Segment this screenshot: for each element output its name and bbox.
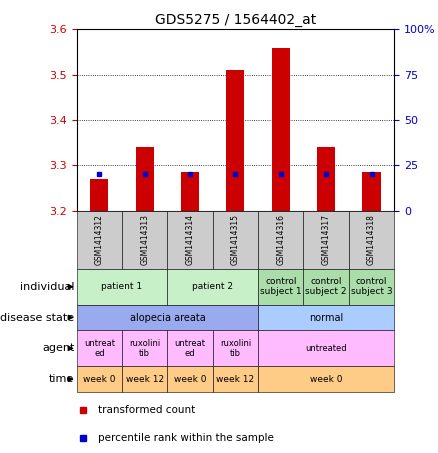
Text: GSM1414316: GSM1414316	[276, 214, 285, 265]
Text: untreat
ed: untreat ed	[84, 339, 115, 358]
Text: patient 1: patient 1	[102, 282, 143, 291]
Text: untreated: untreated	[305, 344, 347, 353]
Bar	[349, 211, 394, 269]
Bar	[258, 366, 394, 392]
Text: ruxolini
tib: ruxolini tib	[220, 339, 251, 358]
Text: GSM1414314: GSM1414314	[186, 214, 194, 265]
Text: individual: individual	[20, 282, 74, 292]
Text: transformed count: transformed count	[98, 405, 195, 415]
Text: control
subject 1: control subject 1	[260, 277, 302, 296]
Bar	[258, 211, 304, 269]
Bar	[258, 269, 304, 305]
Text: alopecia areata: alopecia areata	[130, 313, 205, 323]
Bar	[258, 305, 394, 330]
Bar	[167, 366, 213, 392]
Text: GSM1414317: GSM1414317	[321, 214, 331, 265]
Text: untreat
ed: untreat ed	[175, 339, 205, 358]
Bar	[167, 211, 213, 269]
Text: GSM1414312: GSM1414312	[95, 214, 104, 265]
Bar	[122, 211, 167, 269]
Bar	[258, 330, 394, 366]
Text: control
subject 2: control subject 2	[305, 277, 347, 296]
Bar	[272, 48, 290, 211]
Text: GSM1414313: GSM1414313	[140, 214, 149, 265]
Bar	[304, 269, 349, 305]
Bar	[362, 172, 381, 211]
Text: patient 2: patient 2	[192, 282, 233, 291]
Text: week 12: week 12	[126, 375, 164, 384]
Title: GDS5275 / 1564402_at: GDS5275 / 1564402_at	[155, 13, 316, 27]
Bar	[213, 330, 258, 366]
Text: week 0: week 0	[174, 375, 206, 384]
Bar	[213, 211, 258, 269]
Bar	[181, 172, 199, 211]
Text: GSM1414315: GSM1414315	[231, 214, 240, 265]
Text: control
subject 3: control subject 3	[351, 277, 392, 296]
Text: week 0: week 0	[83, 375, 116, 384]
Text: disease state: disease state	[0, 313, 74, 323]
Bar	[349, 269, 394, 305]
Bar	[136, 147, 154, 211]
Text: time: time	[49, 374, 74, 384]
Bar	[77, 305, 258, 330]
Text: normal: normal	[309, 313, 343, 323]
Bar	[213, 366, 258, 392]
Bar	[90, 179, 108, 211]
Bar	[317, 147, 335, 211]
Bar	[167, 330, 213, 366]
Text: week 0: week 0	[310, 375, 343, 384]
Bar	[77, 330, 122, 366]
Bar	[77, 269, 167, 305]
Bar	[77, 211, 122, 269]
Bar	[304, 211, 349, 269]
Bar	[122, 330, 167, 366]
Bar	[122, 366, 167, 392]
Text: GSM1414318: GSM1414318	[367, 214, 376, 265]
Bar	[226, 70, 244, 211]
Text: week 12: week 12	[216, 375, 254, 384]
Text: agent: agent	[42, 343, 74, 353]
Bar	[77, 366, 122, 392]
Bar	[167, 269, 258, 305]
Text: percentile rank within the sample: percentile rank within the sample	[98, 433, 274, 443]
Text: ruxolini
tib: ruxolini tib	[129, 339, 160, 358]
